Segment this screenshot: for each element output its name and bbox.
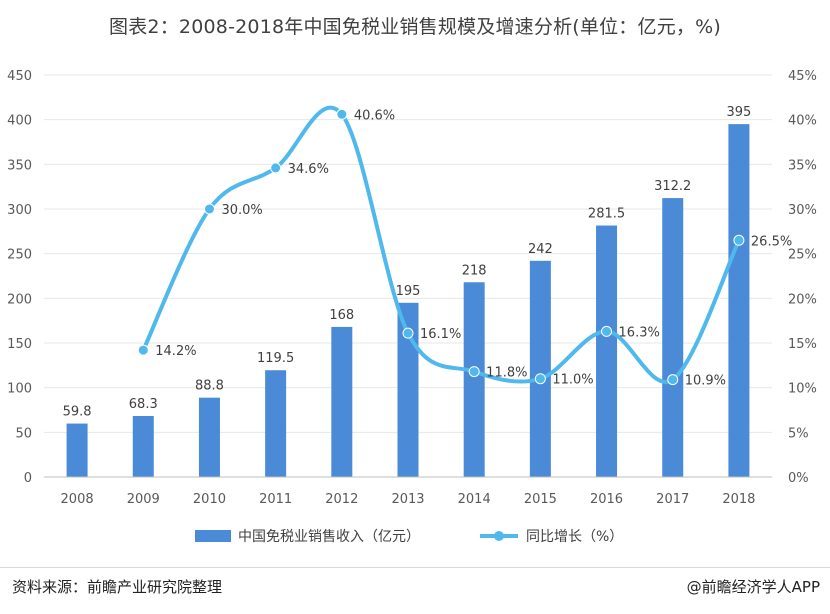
bar-value-label: 242 [528,242,553,257]
x-tick-label: 2008 [61,492,94,507]
line-value-label: 10.9% [685,374,726,389]
bar-value-label: 281.5 [588,207,625,222]
y-right-tick-label: 35% [788,158,817,173]
line-point [534,373,546,385]
legend-line-marker [494,531,504,541]
line-point [336,108,348,120]
y-right-tick-label: 10% [788,382,817,397]
y-right-tick-label: 5% [788,426,809,441]
bar [728,124,750,477]
y-right-tick-label: 30% [788,203,817,218]
y-right-tick-label: 40% [788,114,817,129]
bar [265,370,287,477]
y-right-tick-label: 45% [788,69,817,84]
legend: 中国免税业销售收入（亿元） 同比增长（%） [195,529,623,545]
line-value-label: 26.5% [751,234,792,249]
line-value-label: 16.1% [420,327,461,342]
line-point [733,234,745,246]
bar-value-label: 195 [396,284,421,299]
bar-value-label: 395 [726,105,751,120]
line-point [137,344,149,356]
bar [132,415,154,477]
line-point [468,366,480,378]
x-tick-label: 2013 [391,492,424,507]
legend-bar-label: 中国免税业销售收入（亿元） [238,529,420,545]
y-right-tick-label: 25% [788,248,817,263]
x-tick-label: 2015 [524,492,557,507]
line-point [270,162,282,174]
line-value-label: 11.8% [486,366,527,381]
x-tick-label: 2018 [722,492,755,507]
line-point [601,325,613,337]
x-tick-label: 2012 [325,492,358,507]
bar [529,260,551,477]
bar-value-label: 312.2 [654,179,691,194]
line-value-label: 30.0% [221,203,262,218]
y-left-tick-label: 450 [7,69,32,84]
bar [66,423,88,477]
bar-value-label: 218 [462,263,487,278]
chart-title: 图表2：2008-2018年中国免税业销售规模及增速分析(单位：亿元，%) [109,16,721,38]
y-right-tick-label: 20% [788,292,817,307]
y-left-tick-label: 100 [7,382,32,397]
bar [463,282,485,477]
line-point [402,327,414,339]
bar-value-label: 68.3 [129,397,158,412]
bar-value-label: 119.5 [257,351,294,366]
y-left-tick-label: 350 [7,158,32,173]
bar [198,397,220,477]
y-right-tick-label: 0% [788,471,809,486]
y-left-tick-label: 50 [15,426,32,441]
bar [397,302,419,477]
line-point [203,203,215,215]
x-tick-label: 2016 [590,492,623,507]
growth-line [141,105,741,384]
y-right-tick-label: 15% [788,337,817,352]
line-point [667,374,679,386]
y-left-tick-label: 400 [7,114,32,129]
line-value-label: 16.3% [619,325,660,340]
bar-value-label: 59.8 [63,405,92,420]
bar-series [66,124,750,478]
y-left-tick-label: 250 [7,248,32,263]
footer-divider [0,567,830,568]
legend-line-label: 同比增长（%） [526,529,623,545]
bar [662,198,684,478]
bar-value-label: 88.8 [195,379,224,394]
bar-value-label: 168 [329,308,354,323]
axes: 0 0% 50 5% 100 10% 150 15% 200 20% 250 25% 300 30% 350… [7,69,817,507]
data-labels: 59.8 68.3 88.8 119.5 168 195 218 242 281.5 312.2 3… [63,105,793,419]
x-tick-label: 2009 [127,492,160,507]
x-tick-label: 2014 [458,492,491,507]
line-value-label: 34.6% [288,162,329,177]
bar [596,225,618,477]
y-left-tick-label: 150 [7,337,32,352]
y-left-tick-label: 300 [7,203,32,218]
publisher-credit: @前瞻经济学人APP [686,578,820,596]
y-left-tick-label: 0 [24,471,32,486]
line-value-label: 11.0% [552,373,593,388]
x-tick-label: 2010 [193,492,226,507]
line-value-label: 14.2% [155,344,196,359]
bar [331,326,353,477]
x-tick-label: 2017 [656,492,689,507]
source-note: 资料来源：前瞻产业研究院整理 [12,578,223,596]
x-tick-label: 2011 [259,492,292,507]
line-series [137,105,745,386]
legend-bar-swatch [195,530,231,542]
line-value-label: 40.6% [354,108,395,123]
y-left-tick-label: 200 [7,292,32,307]
